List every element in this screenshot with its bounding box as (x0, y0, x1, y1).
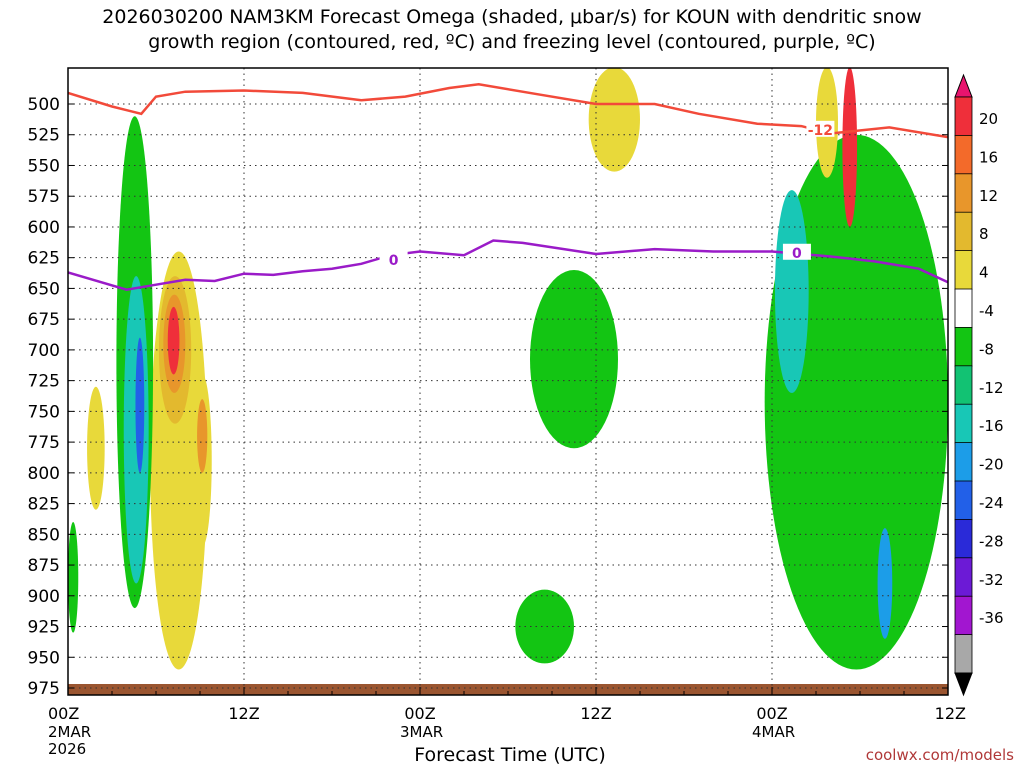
chart-title-line2: growth region (contoured, red, ºC) and f… (148, 31, 876, 53)
contour-label-0-0: -12 (808, 123, 833, 139)
contour-label-bg-1-1 (782, 243, 811, 260)
colorbar-swatch-2 (954, 173, 973, 214)
colorbar-swatch-12 (954, 557, 973, 598)
y-tick-label-775: 775 (28, 433, 60, 453)
colorbar-label-11: -28 (979, 532, 1004, 550)
colorbar-swatch-6 (954, 326, 973, 367)
colorbar-label-12: -32 (979, 571, 1004, 589)
x-tick-label-36: 12Z (580, 704, 611, 723)
y-tick-label-600: 600 (28, 218, 60, 238)
omega-region-13 (764, 134, 948, 670)
colorbar-bottom-triangle (954, 672, 973, 697)
omega-region-12 (588, 68, 640, 172)
y-tick-label-825: 825 (28, 495, 60, 515)
x-tick-label-48: 00Z (756, 704, 787, 723)
colorbar-label-9: -20 (979, 456, 1004, 474)
y-tick-label-875: 875 (28, 556, 60, 576)
x-date-label-48: 4MAR (752, 723, 795, 741)
colorbar-swatch-14 (954, 634, 973, 674)
y-tick-label-725: 725 (28, 372, 60, 392)
colorbar-label-2: 12 (979, 187, 998, 205)
colorbar-swatch-11 (954, 519, 973, 559)
ground-layer (68, 684, 948, 695)
contour-layer: -12 0 0 (68, 83, 948, 291)
y-tick-label-750: 750 (28, 402, 60, 422)
y-tick-label-800: 800 (28, 464, 60, 484)
colorbar-label-13: -36 (979, 609, 1004, 627)
contour-label-1-0: 0 (389, 253, 399, 269)
colorbar-swatch-3 (954, 211, 973, 252)
credit-text: coolwx.com/models (865, 746, 1014, 764)
colorbar-label-5: -4 (979, 302, 994, 320)
omega-region-17 (877, 528, 893, 639)
y-tick-label-650: 650 (28, 279, 60, 299)
omega-region-10 (530, 269, 618, 449)
colorbar-top-triangle (954, 73, 973, 98)
colorbar-swatch-0 (954, 96, 973, 137)
colorbar-swatch-8 (954, 403, 973, 444)
omega-region-5 (197, 399, 208, 473)
y-tick-label-975: 975 (28, 679, 60, 699)
omega-region-18 (68, 522, 79, 633)
colorbar: 20 16 12 8 4 -4 -8 -12 -16 -20 -24 -28 -32 -36 (954, 73, 1004, 697)
colorbar-label-3: 8 (979, 225, 989, 243)
colorbar-label-6: -8 (979, 340, 994, 358)
colorbar-swatch-13 (954, 595, 973, 636)
x-date-label-0: 2MAR (48, 723, 91, 741)
ground-fill (68, 684, 948, 695)
y-tick-label-625: 625 (28, 249, 60, 269)
colorbar-swatch-5 (954, 288, 973, 329)
colorbar-swatch-4 (954, 250, 973, 290)
y-tick-label-900: 900 (28, 587, 60, 607)
colorbar-label-1: 16 (979, 148, 998, 166)
colorbar-label-0: 20 (979, 110, 998, 128)
colorbar-label-7: -12 (979, 379, 1004, 397)
y-tick-label-925: 925 (28, 618, 60, 638)
y-tick-label-950: 950 (28, 648, 60, 668)
colorbar-swatch-10 (954, 480, 973, 521)
y-tick-label-700: 700 (28, 341, 60, 361)
x-year-label-0: 2026 (48, 740, 86, 758)
omega-region-15 (842, 68, 858, 227)
omega-region-6 (87, 386, 105, 510)
y-axis: 500 525 550 575 600 625 650 675 700 725 750 775 800 8… (28, 95, 948, 699)
colorbar-swatch-9 (954, 442, 973, 482)
contour-label-bg-0-0 (806, 120, 835, 137)
x-date-label-24: 3MAR (400, 723, 443, 741)
y-tick-label-575: 575 (28, 187, 60, 207)
colorbar-label-8: -16 (979, 417, 1004, 435)
colorbar-swatch-1 (954, 134, 973, 175)
omega-region-14 (774, 190, 809, 393)
y-tick-label-675: 675 (28, 310, 60, 330)
contour-label-1-1: 0 (792, 246, 802, 262)
omega-region-11 (515, 589, 575, 664)
colorbar-swatch-7 (954, 365, 973, 406)
x-tick-label-0: 00Z (48, 704, 79, 723)
x-tick-label-12: 12Z (228, 704, 259, 723)
y-tick-label-850: 850 (28, 525, 60, 545)
x-tick-label-60: 12Z (935, 704, 966, 723)
contour-label-bg-1-0 (379, 251, 408, 268)
x-tick-label-24: 00Z (404, 704, 435, 723)
y-tick-label-550: 550 (28, 156, 60, 176)
omega-region-3 (167, 306, 180, 375)
y-tick-label-525: 525 (28, 126, 60, 146)
chart-title-line1: 2026030200 NAM3KM Forecast Omega (shaded… (102, 6, 922, 28)
omega-region-9 (135, 337, 145, 473)
grid-layer (68, 68, 948, 695)
contour-line-0 (68, 83, 948, 139)
y-tick-label-500: 500 (28, 95, 60, 115)
x-axis-label: Forecast Time (UTC) (414, 744, 606, 766)
colorbar-label-4: 4 (979, 264, 989, 282)
colorbar-label-10: -24 (979, 494, 1004, 512)
